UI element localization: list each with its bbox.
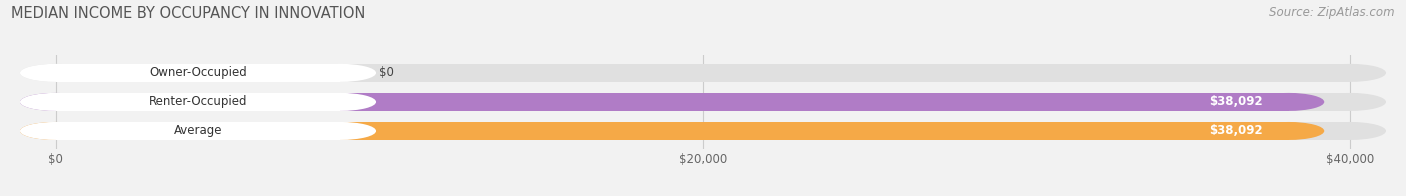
Ellipse shape: [20, 122, 91, 140]
Text: $38,092: $38,092: [1209, 95, 1263, 108]
Ellipse shape: [20, 64, 91, 82]
Ellipse shape: [20, 93, 91, 111]
Ellipse shape: [305, 64, 375, 82]
Bar: [56, 64, 1350, 82]
Text: Average: Average: [174, 124, 222, 137]
Ellipse shape: [20, 122, 91, 140]
Bar: [56, 64, 340, 82]
Text: MEDIAN INCOME BY OCCUPANCY IN INNOVATION: MEDIAN INCOME BY OCCUPANCY IN INNOVATION: [11, 6, 366, 21]
Ellipse shape: [20, 64, 91, 82]
Bar: [56, 122, 1350, 140]
Bar: [56, 93, 340, 111]
Ellipse shape: [1315, 93, 1386, 111]
Text: Owner-Occupied: Owner-Occupied: [149, 66, 247, 79]
Text: Renter-Occupied: Renter-Occupied: [149, 95, 247, 108]
Ellipse shape: [305, 93, 375, 111]
Ellipse shape: [20, 93, 91, 111]
Text: Source: ZipAtlas.com: Source: ZipAtlas.com: [1270, 6, 1395, 19]
Ellipse shape: [1253, 93, 1324, 111]
Text: $38,092: $38,092: [1209, 124, 1263, 137]
Ellipse shape: [20, 122, 91, 140]
Text: $0: $0: [380, 66, 394, 79]
Bar: [56, 122, 1289, 140]
Bar: [56, 122, 340, 140]
Ellipse shape: [1315, 64, 1386, 82]
Ellipse shape: [305, 122, 375, 140]
Ellipse shape: [1315, 122, 1386, 140]
Bar: [56, 93, 1289, 111]
Ellipse shape: [20, 93, 91, 111]
Bar: [56, 93, 1350, 111]
Ellipse shape: [1253, 122, 1324, 140]
